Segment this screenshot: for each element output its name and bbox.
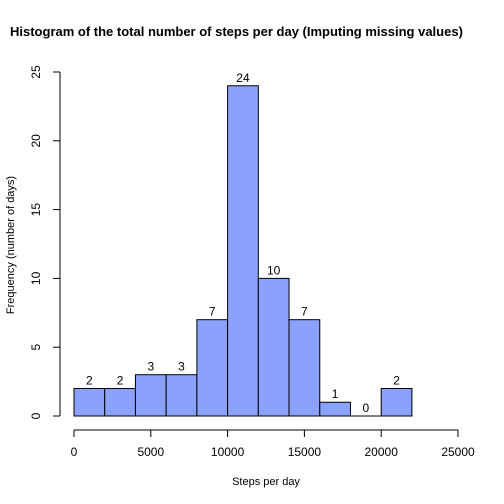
bar-count-label: 2 <box>393 373 400 387</box>
bar-count-label: 2 <box>86 373 93 387</box>
histogram-bar <box>73 387 106 417</box>
bar-count-label: 0 <box>362 401 369 415</box>
x-tick-label: 0 <box>71 445 78 459</box>
x-tick-label: 25000 <box>441 445 475 459</box>
x-axis-label: Steps per day <box>232 476 300 488</box>
x-tick-label: 5000 <box>137 445 164 459</box>
bar-count-label: 2 <box>117 373 124 387</box>
y-axis-label: Frequency (number of days) <box>5 176 17 314</box>
bar-count-label: 3 <box>178 360 185 374</box>
bar-count-label: 10 <box>267 263 281 277</box>
histogram-bar <box>227 85 259 417</box>
histogram-bar <box>319 401 351 417</box>
x-axis: 0 5000 10000 15000 20000 25000 <box>71 429 475 459</box>
x-tick-label: 20000 <box>365 445 399 459</box>
y-tick-label: 15 <box>29 203 43 217</box>
histogram-bar <box>165 374 198 417</box>
bar-count-label: 3 <box>147 360 154 374</box>
y-tick-label: 10 <box>29 271 43 285</box>
x-tick-label: 15000 <box>288 445 322 459</box>
y-tick-label: 25 <box>29 65 43 79</box>
histogram-bar <box>288 319 321 417</box>
histogram-bar <box>380 387 413 417</box>
y-tick-label: 20 <box>29 134 43 148</box>
chart-title: Histogram of the total number of steps p… <box>10 24 463 39</box>
histogram-bar <box>104 387 136 417</box>
bar-count-label: 7 <box>301 305 308 319</box>
histogram-bar <box>134 374 167 417</box>
bar-count-label: 1 <box>332 387 339 401</box>
bar-count-label: 24 <box>236 71 250 85</box>
y-axis: 0 5 10 15 20 25 <box>29 65 61 419</box>
x-tick-label: 10000 <box>211 445 245 459</box>
histogram-bar <box>196 319 229 417</box>
histogram-bars <box>73 85 413 417</box>
bar-count-label: 7 <box>209 305 216 319</box>
y-tick-label: 5 <box>29 344 43 351</box>
y-tick-label: 0 <box>29 412 43 419</box>
histogram-bar <box>257 277 290 417</box>
